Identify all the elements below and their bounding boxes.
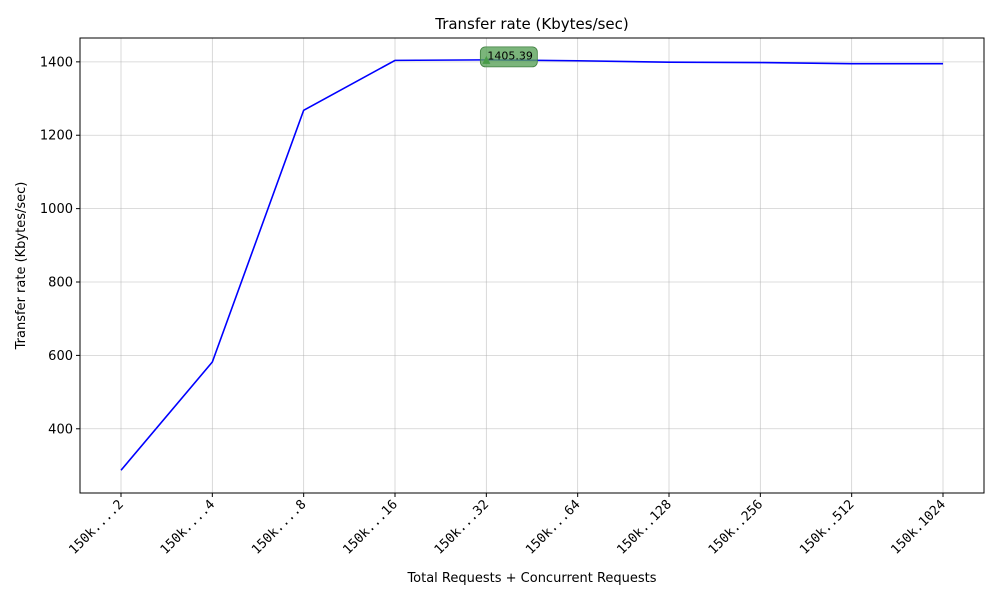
y-tick-label: 1400 bbox=[40, 55, 73, 70]
y-tick-label: 1200 bbox=[40, 129, 73, 144]
x-tick-label: 150k..128 bbox=[614, 497, 674, 557]
x-tick-label: 150k....2 bbox=[66, 497, 126, 557]
grid-lines bbox=[80, 38, 984, 493]
y-tick-label: 800 bbox=[48, 276, 73, 291]
x-tick-label: 150k..256 bbox=[706, 497, 766, 557]
y-axis-ticks: 400 600 800 1000 1200 1400 bbox=[40, 55, 80, 437]
x-tick-label: 150k...16 bbox=[340, 497, 400, 557]
x-axis-label: Total Requests + Concurrent Requests bbox=[406, 571, 656, 586]
y-tick-label: 1000 bbox=[40, 202, 73, 217]
series-line bbox=[120, 59, 943, 471]
x-tick-label: 150k....8 bbox=[249, 497, 309, 557]
x-axis-ticks: 150k....2 150k....4 150k....8 150k...16 150k… bbox=[66, 493, 949, 558]
series-layer bbox=[120, 59, 943, 471]
annotation-label: 1405.39 bbox=[487, 49, 533, 62]
x-tick-label: 150k....4 bbox=[158, 497, 219, 558]
annotation-layer: 1405.39 bbox=[479, 46, 538, 68]
plot-area-frame bbox=[79, 37, 985, 494]
x-tick-label: 150k...32 bbox=[432, 497, 492, 557]
x-tick-label: 150k.1024 bbox=[888, 497, 949, 558]
annotation-box bbox=[479, 46, 538, 68]
y-tick-label: 600 bbox=[48, 349, 73, 364]
x-tick-label: 150k...64 bbox=[523, 497, 584, 558]
x-tick-label: 150k..512 bbox=[797, 497, 857, 557]
y-tick-label: 400 bbox=[48, 422, 73, 437]
y-axis-label: Transfer rate (Kbytes/sec) bbox=[14, 182, 29, 351]
chart-title: Transfer rate (Kbytes/sec) bbox=[434, 15, 629, 33]
